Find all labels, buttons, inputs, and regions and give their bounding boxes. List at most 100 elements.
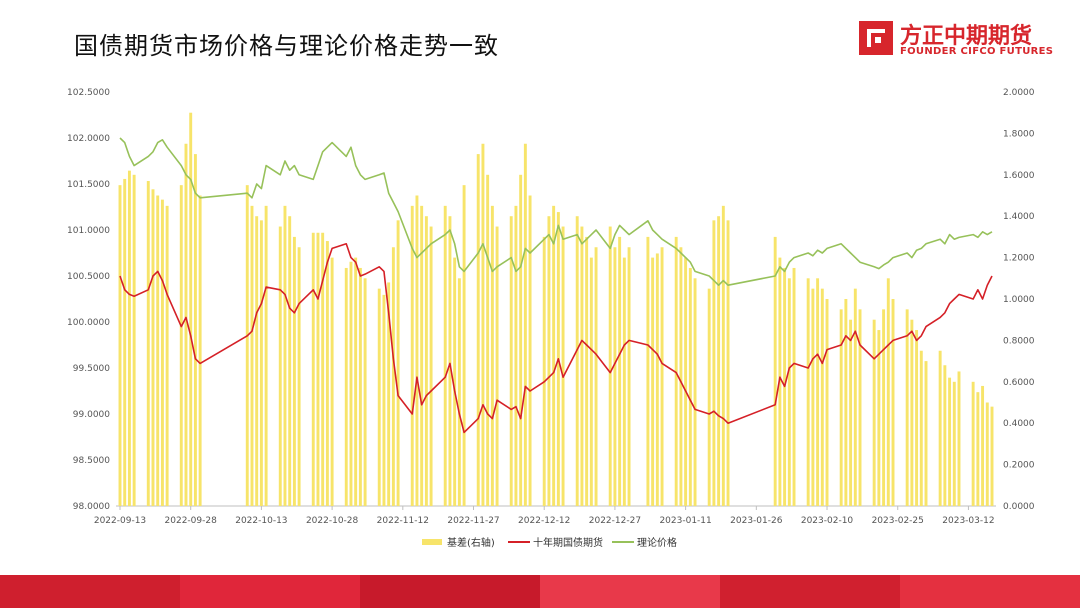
basis-bar [712,220,716,506]
basis-bar [316,232,320,506]
basis-bar [905,309,909,506]
basis-bar [415,195,419,506]
basis-bar [349,261,353,506]
basis-bar [255,216,259,506]
basis-bar [726,220,730,506]
basis-bar [707,288,711,506]
chart-legend: 基差(右轴) 十年期国债期货 理论价格 [422,536,677,549]
basis-bar [787,278,791,506]
legend-futures: 十年期国债期货 [508,536,603,549]
basis-bar [160,199,164,506]
basis-bar [278,226,282,507]
y-right-tick-label: 2.0000 [1003,88,1035,98]
y-right-tick-label: 1.8000 [1003,129,1035,139]
y-left-tick-label: 100.0000 [67,318,110,328]
basis-bar [688,267,692,506]
basis-bar [585,236,589,506]
legend-label: 基差(右轴) [447,536,495,549]
basis-bar [792,267,796,506]
legend-swatch [422,539,442,545]
basis-bar [118,185,122,506]
basis-bar [820,288,824,506]
basis-bar [391,247,395,506]
basis-bar [849,319,853,506]
basis-bar [721,205,725,506]
basis-bar [156,195,160,506]
y-right-tick-label: 0.4000 [1003,419,1035,429]
basis-bar [811,288,815,506]
basis-bar [146,181,150,506]
x-tick-label: 2022-11-27 [447,516,499,526]
x-tick-label: 2022-11-12 [377,516,429,526]
y-right-tick-label: 1.4000 [1003,212,1035,222]
basis-bar [646,236,650,506]
basis-bar [853,288,857,506]
legend-basis: 基差(右轴) [422,536,495,549]
basis-bar [259,220,263,506]
theoretical-price-line [119,137,993,286]
basis-price-chart: 98.0000 98.5000 99.0000 99.5000 100.0000 100.… [67,88,1035,549]
basis-bar [608,226,612,507]
basis-bar [123,178,127,506]
basis-bar [613,247,617,506]
basis-bar [990,406,994,506]
y-right-tick-label: 0.6000 [1003,378,1035,388]
logo-chinese-name: 方正中期期货 [900,24,1033,49]
basis-bar [891,299,895,506]
logo-mark-icon [859,21,893,55]
basis-bar [655,253,659,506]
basis-bar [457,278,461,506]
basis-bar [363,278,367,506]
basis-bar [886,278,890,506]
legend-label: 理论价格 [637,536,677,549]
x-tick-label: 2022-10-13 [235,516,287,526]
basis-bar [189,112,193,506]
basis-bar [660,247,664,506]
basis-bar [245,185,249,506]
basis-bar [453,257,457,506]
x-tick-label: 2023-02-10 [801,516,854,526]
basis-bar [344,267,348,506]
x-tick-label: 2023-01-26 [730,516,783,526]
basis-bar [542,236,546,506]
legend-theoretical: 理论价格 [612,536,677,549]
basis-bar [448,216,452,506]
basis-bar [580,226,584,507]
y-right-tick-label: 1.0000 [1003,295,1035,305]
basis-bar [330,257,334,506]
basis-bar [292,236,296,506]
basis-bar [528,195,532,506]
basis-bar [547,216,551,506]
basis-bar [325,241,329,507]
basis-bar [193,154,197,506]
basis-bar [321,232,325,506]
x-tick-label: 2022-09-28 [165,516,218,526]
basis-bar [552,205,556,506]
basis-bar [882,309,886,506]
basis-bar [132,174,136,507]
basis-bar [127,170,131,506]
basis-bar [839,309,843,506]
basis-bar [816,278,820,506]
basis-bar [943,365,947,506]
basis-bar [924,361,928,506]
basis-bar [486,174,490,507]
y-right-tick-label: 0.8000 [1003,336,1035,346]
basis-bar [622,257,626,506]
basis-bar [490,205,494,506]
basis-bar [165,205,169,506]
y-left-tick-label: 102.0000 [67,134,110,144]
basis-bar [358,267,362,506]
futures-price-line [119,243,993,434]
basis-bar [429,226,433,507]
basis-bar [825,299,829,506]
y-left-tick-label: 99.0000 [73,410,110,420]
basis-bar [481,143,485,506]
basis-bar [523,143,527,506]
y-left-tick-label: 101.0000 [67,226,110,236]
basis-bar [679,247,683,506]
basis-bar [377,288,381,506]
y-right-tick-label: 1.6000 [1003,171,1035,181]
x-tick-label: 2023-02-25 [872,516,924,526]
basis-bar [151,189,155,507]
